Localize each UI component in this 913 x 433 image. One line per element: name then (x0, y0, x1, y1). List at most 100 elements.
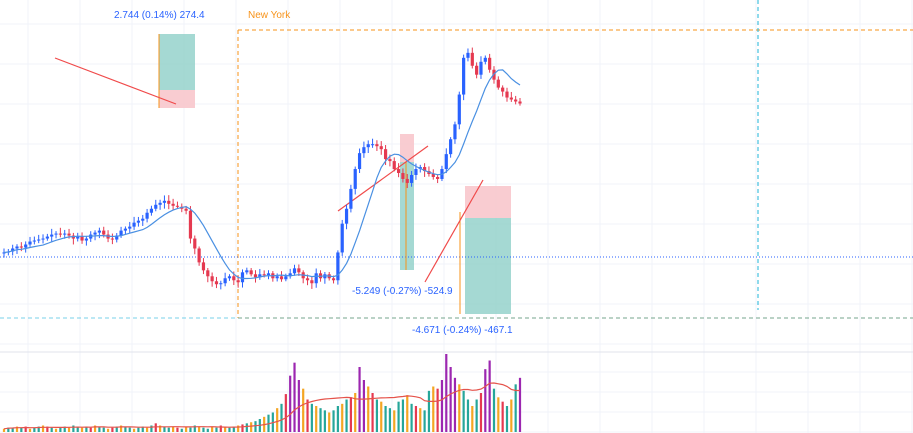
volume-bar (37, 426, 40, 432)
candle-body (128, 226, 132, 229)
candle-body (167, 200, 171, 204)
candle-body (76, 236, 80, 239)
candle (279, 271, 284, 282)
short-position-profit-zone[interactable] (400, 162, 414, 270)
candle (297, 264, 301, 276)
candle (488, 53, 492, 73)
candle (132, 216, 136, 230)
volume-bar (514, 384, 517, 432)
volume-bar (488, 360, 491, 432)
candle-body (84, 238, 88, 241)
volume-bar (159, 425, 162, 432)
volume-bar (341, 403, 344, 432)
volume-bar (193, 425, 196, 432)
candle-body (132, 222, 136, 227)
volume-bar (410, 403, 413, 432)
volume-bar (85, 426, 88, 432)
volume-bar (458, 384, 461, 432)
candle (266, 270, 271, 280)
candle-body (436, 176, 440, 179)
candle (366, 140, 370, 154)
candle (444, 148, 448, 174)
volume-bar (254, 421, 257, 432)
volume-bar (2, 428, 6, 432)
volume-bar (180, 428, 183, 432)
volume-bar (59, 427, 62, 432)
volume-bar (328, 412, 331, 432)
volume-bar (462, 390, 465, 432)
trend-line-3 (424, 179, 484, 283)
candle-body (149, 208, 154, 213)
volume-bar (380, 401, 383, 432)
volume-bar (98, 426, 101, 432)
candle (97, 227, 101, 239)
candle-body (297, 268, 301, 273)
candle-body (171, 203, 175, 206)
candle (466, 48, 470, 62)
candle-body (227, 276, 232, 279)
candle (219, 280, 223, 290)
candle (336, 250, 340, 285)
candle (24, 241, 28, 253)
candle (45, 233, 49, 241)
candle-body (292, 268, 297, 274)
trend-line-1 (54, 57, 177, 105)
volume-bar (497, 397, 500, 432)
candle-body (145, 212, 149, 219)
candle-body (184, 208, 188, 211)
candle (305, 274, 310, 286)
volume-bar (384, 406, 387, 432)
session-label: New York (248, 10, 291, 21)
volume-bar (505, 406, 509, 432)
candle-body (462, 57, 466, 95)
volume-bar (172, 426, 175, 432)
trend-line-2 (337, 145, 429, 212)
moving-average-line (3, 69, 521, 280)
candle-body (370, 144, 375, 146)
candle (171, 198, 175, 211)
volume-bar (323, 410, 326, 432)
candle-body (123, 228, 128, 231)
volume-bar (237, 425, 240, 432)
volume-bar (219, 425, 222, 432)
candle-body (58, 233, 62, 235)
long-position-profit-zone[interactable] (159, 34, 195, 90)
candle (193, 235, 197, 255)
short-position-2-profit-zone[interactable] (465, 218, 511, 314)
candle-body (383, 149, 388, 160)
candle (123, 226, 128, 235)
candle (457, 91, 461, 130)
volume-bar (367, 386, 370, 432)
candle (310, 276, 314, 289)
candle (479, 56, 483, 79)
candle (292, 264, 297, 276)
short-position-2-loss-zone[interactable] (465, 186, 511, 218)
long-position-loss-zone[interactable] (159, 90, 195, 108)
candle (145, 208, 149, 223)
candle (84, 235, 88, 246)
volume-bar (501, 401, 504, 432)
candle-body (266, 273, 271, 276)
volume-bar (20, 427, 23, 432)
trend-lines[interactable] (54, 57, 484, 283)
candle (483, 55, 487, 65)
candle (396, 163, 401, 178)
candle-body (375, 144, 379, 147)
candle-body (401, 173, 405, 179)
position-tools[interactable] (159, 34, 511, 314)
candle-body (67, 233, 71, 236)
candle-body (336, 252, 340, 281)
candle-body (154, 204, 158, 209)
candle-body (501, 87, 505, 92)
candle-body (405, 178, 409, 183)
short-position-loss-zone[interactable] (400, 134, 414, 162)
candle (128, 221, 132, 234)
volume-bar (11, 427, 14, 432)
volume-bar (406, 395, 409, 432)
candle-body (158, 202, 162, 205)
candle-body (214, 281, 219, 285)
candle (214, 276, 219, 289)
candle (431, 169, 435, 180)
candle (41, 234, 45, 244)
